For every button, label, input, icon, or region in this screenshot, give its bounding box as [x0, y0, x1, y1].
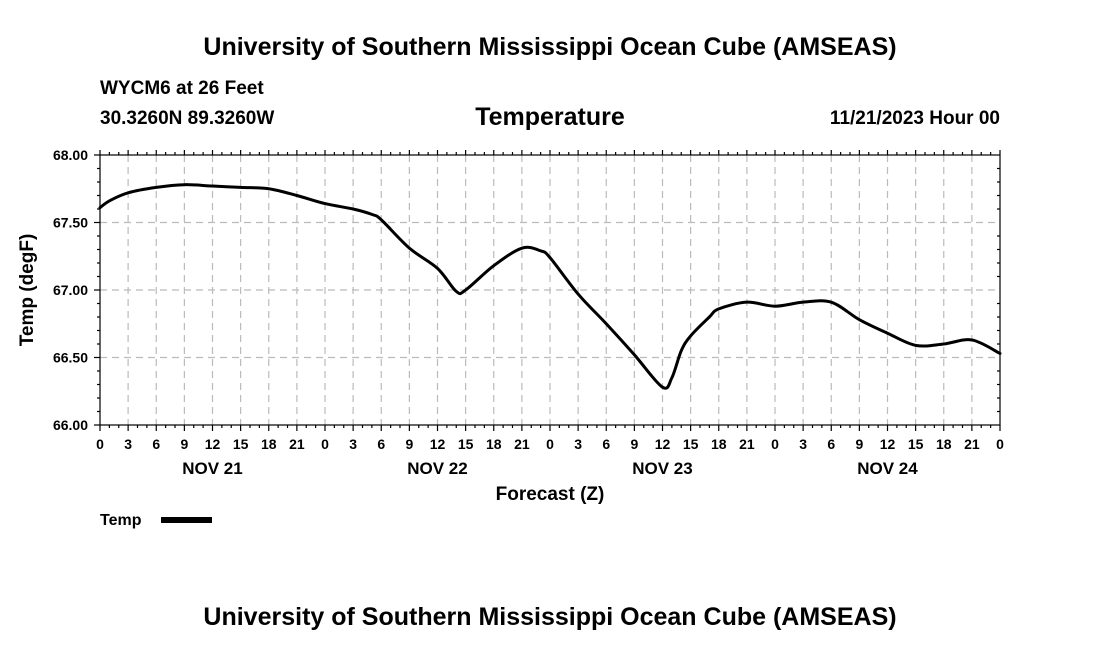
- legend-label-temp: Temp: [100, 512, 142, 529]
- x-tick-label: 0: [96, 436, 104, 452]
- x-tick-label: 6: [377, 436, 385, 452]
- x-tick-label: 0: [996, 436, 1004, 452]
- x-tick-label: 12: [430, 436, 446, 452]
- x-tick-label: 9: [180, 436, 188, 452]
- x-tick-label: 18: [711, 436, 727, 452]
- x-tick-label: 0: [321, 436, 329, 452]
- x-tick-label: 9: [630, 436, 638, 452]
- station-label: WYCM6 at 26 Feet: [100, 78, 264, 99]
- day-label: NOV 24: [857, 459, 918, 478]
- y-tick-label: 67.00: [53, 282, 88, 298]
- day-labels: NOV 21 NOV 22 NOV 23 NOV 24: [182, 459, 918, 478]
- day-label: NOV 22: [407, 459, 467, 478]
- x-axis-tick-labels: 0 3 6 9 12 15 18 21 0 3 6 9 12 15 18 21 0 3 6 9 12 15 18 21 0 3 6 9…: [96, 436, 1004, 452]
- chart-title: University of Southern Mississippi Ocean…: [203, 33, 896, 61]
- series-line-temp: [98, 183, 1002, 390]
- y-tick-label: 67.50: [53, 215, 88, 231]
- datetime-label: 11/21/2023 Hour 00: [830, 108, 1000, 129]
- x-tick-label: 12: [205, 436, 221, 452]
- x-tick-label: 0: [771, 436, 779, 452]
- x-tick-label: 18: [261, 436, 277, 452]
- grid: [100, 155, 1000, 425]
- x-tick-label: 9: [855, 436, 863, 452]
- y-tick-label: 66.00: [53, 417, 88, 433]
- variable-title: Temperature: [475, 103, 625, 131]
- x-tick-label: 15: [683, 436, 699, 452]
- x-tick-label: 6: [602, 436, 610, 452]
- legend: Temp: [100, 512, 212, 529]
- x-tick-label: 6: [152, 436, 160, 452]
- day-label: NOV 23: [632, 459, 692, 478]
- footer-title: University of Southern Mississippi Ocean…: [203, 603, 896, 631]
- series-layer: [98, 183, 1002, 390]
- x-tick-label: 12: [655, 436, 671, 452]
- x-tick-label: 3: [124, 436, 132, 452]
- x-tick-label: 12: [880, 436, 896, 452]
- x-axis-label: Forecast (Z): [496, 484, 605, 505]
- x-tick-label: 15: [458, 436, 474, 452]
- day-label: NOV 21: [182, 459, 242, 478]
- y-axis-tick-labels: 66.00 66.50 67.00 67.50 68.00: [53, 147, 88, 433]
- x-tick-label: 9: [405, 436, 413, 452]
- coordinates-label: 30.3260N 89.3260W: [100, 108, 274, 129]
- x-tick-label: 3: [574, 436, 582, 452]
- y-tick-label: 66.50: [53, 350, 88, 366]
- x-tick-label: 6: [827, 436, 835, 452]
- x-tick-label: 21: [964, 436, 980, 452]
- x-tick-label: 21: [514, 436, 530, 452]
- x-tick-label: 21: [739, 436, 755, 452]
- x-tick-label: 3: [799, 436, 807, 452]
- x-tick-label: 18: [936, 436, 952, 452]
- y-axis-label: Temp (degF): [17, 234, 38, 347]
- x-tick-label: 18: [486, 436, 502, 452]
- x-tick-label: 15: [908, 436, 924, 452]
- x-tick-label: 0: [546, 436, 554, 452]
- x-tick-label: 3: [349, 436, 357, 452]
- x-tick-label: 15: [233, 436, 249, 452]
- x-tick-label: 21: [289, 436, 305, 452]
- y-tick-label: 68.00: [53, 147, 88, 163]
- plot-frame: [99, 154, 1001, 426]
